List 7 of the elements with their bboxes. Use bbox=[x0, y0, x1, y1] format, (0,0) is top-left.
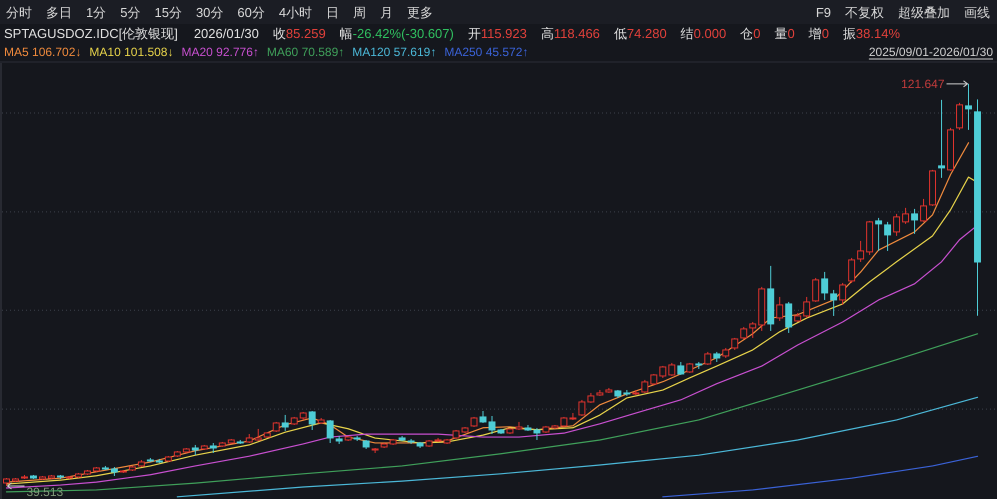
legend: MA5 106.702↓ MA10 101.508↓ MA20 92.776↑ MA60 70.589↑ MA120 57.619↑ MA250 45.572↑ bbox=[4, 45, 528, 59]
text: 2025/09/01-2026/01/30 bbox=[868, 45, 994, 59]
annotation: 121.647 bbox=[901, 76, 945, 91]
chart-title: SPTAGUSDOZ.IDC[伦敦银现] bbox=[4, 26, 178, 41]
toolbar: 分时 多日 1分 5分 15分 30分 60分 4小时 日 周 月 更多 F9 不复权 超级叠加 画线 bbox=[0, 0, 997, 24]
note: 121.647 bbox=[901, 76, 968, 91]
text: 2026/01/30 收85.259 幅-26.42%(-30.607) 开115.923 高118.466 低74.280 结0.000 仓0 量0 增0 振38.14% bbox=[194, 26, 900, 41]
